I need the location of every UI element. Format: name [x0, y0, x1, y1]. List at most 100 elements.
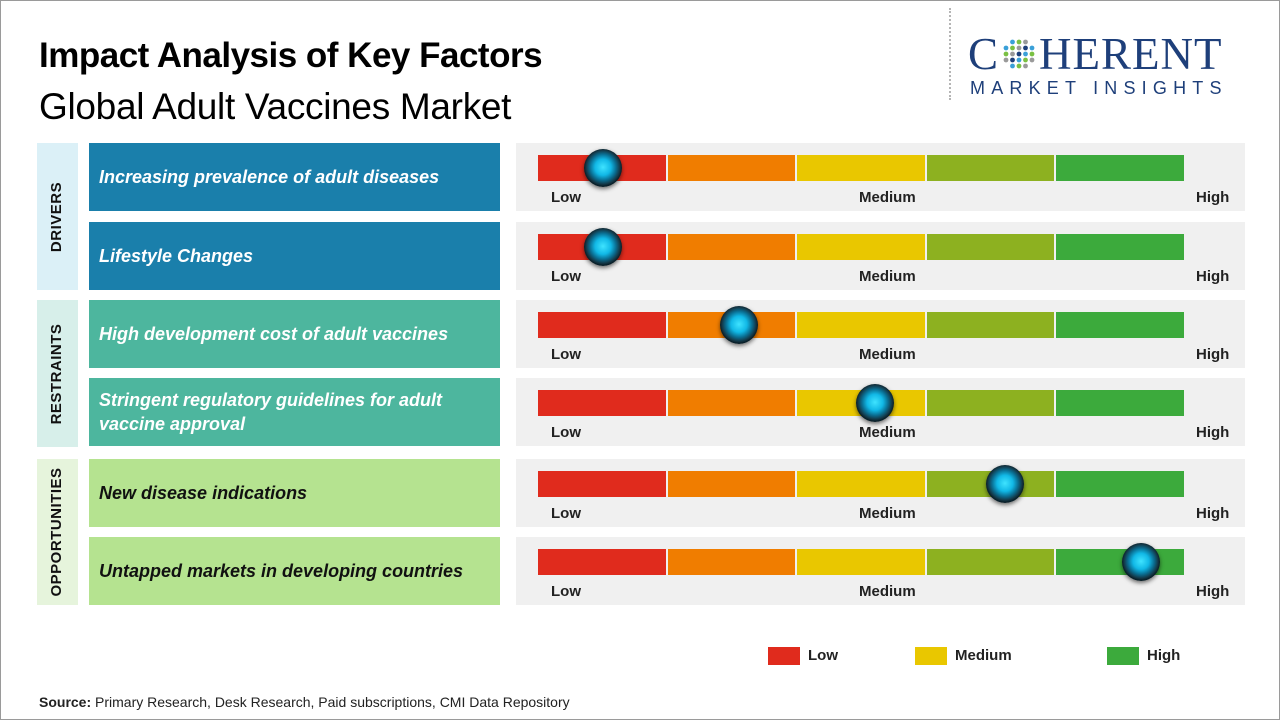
impact-scale-bar: [538, 465, 1186, 503]
scale-segment: [926, 155, 1055, 181]
factor-label: High development cost of adult vaccines: [99, 324, 449, 344]
impact-gauge: Low Medium High: [516, 378, 1245, 446]
logo-dot: [1016, 51, 1022, 57]
factor-label: Stringent regulatory guidelines for adul…: [99, 390, 443, 434]
category-label: RESTRAINTS: [48, 323, 65, 424]
scale-segment: [667, 471, 796, 497]
logo-dot: [1023, 51, 1028, 57]
impact-gauge: Low Medium High: [516, 459, 1245, 527]
factor-box: Untapped markets in developing countries: [89, 537, 500, 605]
factor-label: New disease indications: [99, 483, 308, 503]
legend-label: Medium: [955, 647, 1012, 664]
scale-label-medium: Medium: [859, 189, 916, 206]
scale-segment: [1056, 312, 1184, 338]
category-band-opportunities: OPPORTUNITIES: [37, 459, 78, 605]
logo-dot: [1003, 51, 1009, 57]
impact-gauge: Low Medium High: [516, 537, 1245, 605]
impact-scale-bar: [538, 543, 1186, 581]
scale-label-low: Low: [551, 268, 581, 285]
logo-dot: [1023, 45, 1028, 51]
scale-segment: [797, 549, 925, 575]
impact-scale-bar: [538, 149, 1186, 187]
logo-wordmark-left: C: [968, 29, 1000, 79]
scale-label-high: High: [1196, 346, 1230, 363]
factor-box: High development cost of adult vaccines: [89, 300, 500, 368]
scale-segment: [1056, 390, 1184, 416]
scale-segment: [926, 549, 1055, 575]
scale-label-high: High: [1196, 268, 1230, 285]
scale-label-low: Low: [551, 583, 581, 600]
chart-title: Impact Analysis of Key Factors: [39, 36, 543, 75]
logo-globe-icon: [1003, 39, 1035, 69]
impact-gauge: Low Medium High: [516, 300, 1245, 368]
impact-scale-bar: [538, 228, 1186, 266]
legend-label: High: [1147, 647, 1181, 664]
scale-segment: [538, 390, 666, 416]
scale-label-medium: Medium: [859, 424, 916, 441]
logo-wordmark: C HERENT: [968, 28, 1223, 80]
source-label: Source:: [39, 694, 92, 710]
scale-label-high: High: [1196, 583, 1230, 600]
category-band-drivers: DRIVERS: [37, 143, 78, 290]
scale-segment: [1056, 234, 1184, 260]
legend-swatch: [915, 647, 947, 665]
scale-segment: [1056, 549, 1184, 575]
impact-indicator-knob: [1121, 543, 1160, 581]
scale-segment: [797, 471, 925, 497]
scale-segment: [538, 471, 666, 497]
factor-box: Increasing prevalence of adult diseases: [89, 143, 500, 211]
category-label: DRIVERS: [48, 181, 65, 252]
scale-label-high: High: [1196, 424, 1230, 441]
impact-gauge: Low Medium High: [516, 222, 1245, 290]
impact-scale-bar: [538, 306, 1186, 344]
logo-dot: [1010, 51, 1015, 57]
scale-label-medium: Medium: [859, 505, 916, 522]
scale-segment: [667, 390, 796, 416]
scale-label-low: Low: [551, 505, 581, 522]
scale-segment: [538, 312, 666, 338]
scale-label-low: Low: [551, 424, 581, 441]
logo-dot: [1023, 57, 1028, 63]
scale-segment: [1056, 471, 1184, 497]
factor-box: Stringent regulatory guidelines for adul…: [89, 378, 500, 446]
impact-indicator-knob: [583, 149, 622, 187]
legend-swatch: [768, 647, 800, 665]
source-note: Source: Primary Research, Desk Research,…: [39, 694, 570, 710]
logo-dot: [1023, 39, 1028, 45]
scale-label-high: High: [1196, 189, 1230, 206]
scale-label-high: High: [1196, 505, 1230, 522]
logo-dot: [1023, 63, 1028, 69]
logo-dot: [1010, 45, 1015, 51]
logo-dot: [1029, 57, 1035, 63]
impact-indicator-knob: [583, 228, 622, 266]
logo-dot: [1016, 39, 1022, 45]
factor-label: Increasing prevalence of adult diseases: [99, 167, 440, 187]
scale-segment: [926, 390, 1055, 416]
logo-dot: [1010, 63, 1015, 69]
factor-label: Lifestyle Changes: [99, 246, 254, 266]
logo-dot: [1016, 63, 1022, 69]
scale-segment: [926, 312, 1055, 338]
category-label: OPPORTUNITIES: [48, 467, 65, 597]
factor-box: New disease indications: [89, 459, 500, 527]
scale-segment: [667, 155, 796, 181]
factor-box: Lifestyle Changes: [89, 222, 500, 290]
scale-label-medium: Medium: [859, 583, 916, 600]
scale-segment: [667, 549, 796, 575]
source-text: Primary Research, Desk Research, Paid su…: [91, 694, 570, 710]
logo-dot: [1003, 45, 1009, 51]
logo-dot: [1010, 39, 1015, 45]
coherent-market-insights-logo: C HERENT MARKET INSIGHTS: [966, 28, 1266, 108]
scale-label-low: Low: [551, 189, 581, 206]
logo-dot: [1029, 45, 1035, 51]
logo-dot: [1029, 51, 1035, 57]
logo-dot: [1003, 57, 1009, 63]
impact-gauge: Low Medium High: [516, 143, 1245, 211]
scale-label-medium: Medium: [859, 346, 916, 363]
logo-wordmark-right: HERENT: [1039, 29, 1223, 79]
impact-scale-bar: [538, 384, 1186, 422]
scale-segment: [797, 234, 925, 260]
scale-label-low: Low: [551, 346, 581, 363]
logo-tagline: MARKET INSIGHTS: [970, 78, 1228, 98]
scale-segment: [538, 549, 666, 575]
